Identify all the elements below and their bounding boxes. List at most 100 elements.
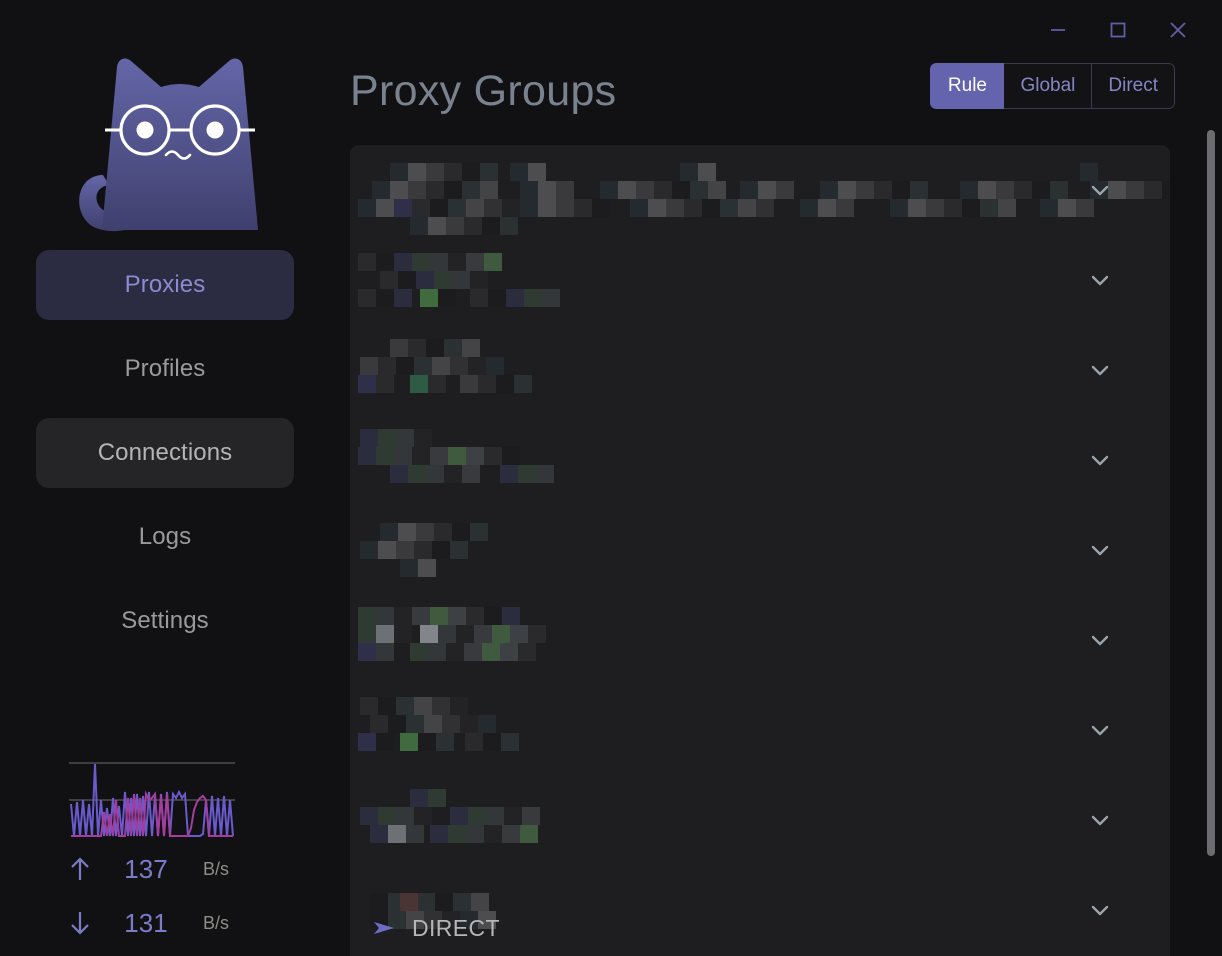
- redaction-block: [618, 181, 636, 199]
- redaction-block: [396, 807, 414, 825]
- proxy-group-row[interactable]: [350, 685, 1170, 775]
- redaction-block: [492, 625, 510, 643]
- page-header: Proxy Groups Rule Global Direct: [330, 52, 1222, 130]
- redaction-block: [448, 199, 466, 217]
- redaction-block: [418, 893, 436, 911]
- mode-button-global[interactable]: Global: [1004, 63, 1093, 109]
- redaction-block: [390, 181, 408, 199]
- redaction-block: [372, 181, 390, 199]
- scrollbar-thumb[interactable]: [1207, 130, 1215, 856]
- redaction-block: [396, 541, 414, 559]
- chevron-down-icon[interactable]: [1088, 178, 1112, 202]
- sidebar-item-label: Settings: [121, 607, 209, 634]
- proxy-groups-list: DIRECT: [350, 145, 1170, 956]
- redaction-block: [996, 181, 1014, 199]
- close-button[interactable]: [1148, 8, 1208, 52]
- redaction-block: [434, 271, 452, 289]
- sidebar-item-proxies[interactable]: Proxies: [36, 250, 294, 320]
- proxy-group-row[interactable]: [350, 595, 1170, 685]
- chevron-down-icon[interactable]: [1088, 628, 1112, 652]
- sidebar-item-label: Profiles: [124, 355, 206, 382]
- redaction-block: [502, 199, 520, 217]
- upload-speed-row: 137 B/s: [69, 842, 269, 896]
- mode-button-rule[interactable]: Rule: [930, 63, 1005, 109]
- proxy-group-row[interactable]: [350, 235, 1170, 325]
- redaction-block: [394, 289, 412, 307]
- redaction-block: [470, 289, 488, 307]
- proxy-group-row[interactable]: [350, 865, 1170, 955]
- redaction-block: [360, 697, 378, 715]
- chevron-down-icon[interactable]: [1088, 538, 1112, 562]
- redaction-block: [394, 253, 412, 271]
- direct-proxy-row[interactable]: DIRECT: [350, 900, 1170, 956]
- redaction-block: [426, 181, 444, 199]
- chevron-down-icon[interactable]: [1088, 358, 1112, 382]
- redaction-block: [466, 607, 484, 625]
- redaction-block: [453, 893, 471, 911]
- redaction-block: [740, 181, 758, 199]
- redaction-block: [738, 199, 756, 217]
- download-speed-row: 131 B/s: [69, 896, 269, 950]
- redaction-block: [398, 523, 416, 541]
- proxy-group-row[interactable]: [350, 415, 1170, 505]
- proxy-group-row[interactable]: [350, 775, 1170, 865]
- redaction-block: [910, 181, 928, 199]
- redaction-block: [856, 181, 874, 199]
- redaction-block: [396, 429, 414, 447]
- chevron-down-icon[interactable]: [1088, 268, 1112, 292]
- proxy-mode-switcher: Rule Global Direct: [930, 63, 1175, 109]
- redaction-block: [978, 181, 996, 199]
- redaction-block: [416, 271, 434, 289]
- redaction-block: [376, 253, 394, 271]
- redaction-block: [466, 253, 484, 271]
- redaction-block: [408, 339, 426, 357]
- redaction-block: [450, 357, 468, 375]
- redaction-block: [406, 911, 424, 929]
- redaction-block: [370, 715, 388, 733]
- redaction-block: [980, 199, 998, 217]
- redaction-block: [360, 429, 378, 447]
- redaction-block: [378, 541, 396, 559]
- chevron-down-icon[interactable]: [1088, 448, 1112, 472]
- sidebar-item-settings[interactable]: Settings: [36, 586, 294, 656]
- redaction-block: [630, 199, 648, 217]
- redaction-block: [388, 715, 406, 733]
- proxy-group-row[interactable]: [350, 505, 1170, 595]
- redaction-block: [398, 271, 416, 289]
- redaction-block: [462, 163, 480, 181]
- redaction-block: [400, 893, 418, 911]
- chevron-down-icon[interactable]: [1088, 898, 1112, 922]
- mode-button-direct[interactable]: Direct: [1092, 63, 1175, 109]
- redaction-block: [420, 625, 438, 643]
- redaction-block: [410, 643, 428, 661]
- redaction-block: [672, 181, 690, 199]
- chevron-down-icon[interactable]: [1088, 718, 1112, 742]
- redaction-block: [412, 253, 430, 271]
- redaction-block: [400, 559, 418, 577]
- redaction-block: [501, 733, 519, 751]
- proxy-group-row[interactable]: [350, 325, 1170, 415]
- maximize-button[interactable]: [1088, 8, 1148, 52]
- content-scrollbar[interactable]: [1205, 120, 1217, 956]
- redaction-block: [430, 607, 448, 625]
- redaction-block: [450, 697, 468, 715]
- redaction-block: [820, 181, 838, 199]
- redaction-block: [465, 733, 483, 751]
- redaction-block: [430, 199, 448, 217]
- redaction-block: [406, 715, 424, 733]
- proxy-group-row[interactable]: [350, 145, 1170, 235]
- redaction-block: [448, 607, 466, 625]
- redaction-block: [960, 181, 978, 199]
- sidebar-item-profiles[interactable]: Profiles: [36, 334, 294, 404]
- redaction-block: [486, 807, 504, 825]
- chevron-down-icon[interactable]: [1088, 808, 1112, 832]
- sidebar-item-logs[interactable]: Logs: [36, 502, 294, 572]
- upload-speed-unit: B/s: [203, 858, 230, 879]
- sidebar-item-connections[interactable]: Connections: [36, 418, 294, 488]
- redaction-block: [394, 199, 412, 217]
- proxy-group-name-redacted: [350, 595, 1170, 685]
- minimize-button[interactable]: [1028, 8, 1088, 52]
- redaction-block: [1080, 163, 1098, 181]
- redaction-block: [1050, 181, 1068, 199]
- redaction-block: [370, 893, 388, 911]
